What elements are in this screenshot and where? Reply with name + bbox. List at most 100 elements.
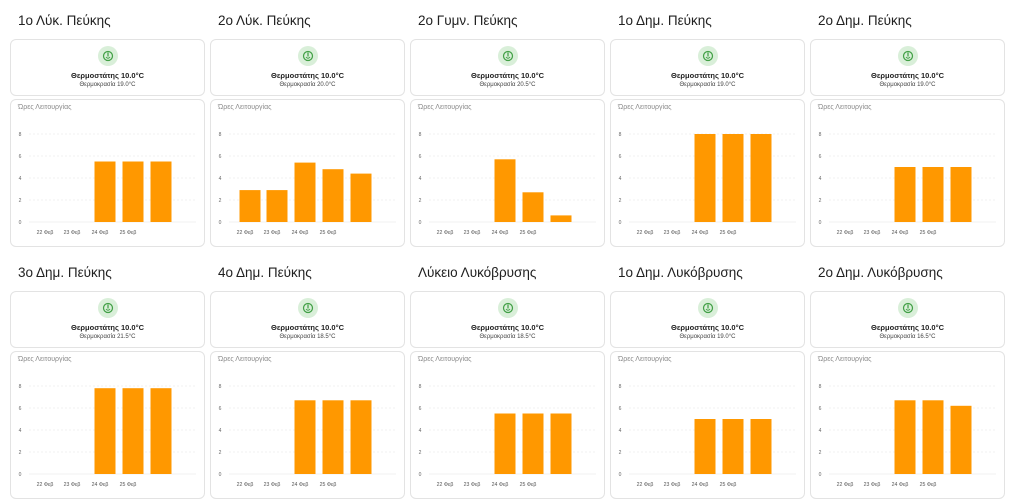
bar[interactable] [522, 413, 544, 475]
bar[interactable] [894, 400, 916, 474]
thermostat-icon[interactable] [897, 298, 918, 318]
bar[interactable] [94, 388, 116, 474]
thermostat-icon[interactable] [497, 46, 518, 66]
x-tick-label: 24 Φεβ [92, 230, 109, 236]
x-tick-label: 25 Φεβ [120, 230, 137, 236]
bar[interactable] [722, 134, 744, 222]
bar[interactable] [894, 167, 916, 222]
thermostat-card[interactable]: Θερμοστάτης 10.0°C Θερμοκρασία 20.5°C [410, 39, 605, 96]
thermostat-card[interactable]: Θερμοστάτης 10.0°C Θερμοκρασία 21.5°C [10, 291, 205, 348]
bar[interactable] [694, 134, 716, 222]
thermostat-icon[interactable] [297, 298, 318, 318]
bar[interactable] [722, 419, 744, 474]
school-panel: 1ο Δημ. Πεύκης Θερμοστάτης 10.0°C Θερμοκρα… [610, 0, 805, 248]
thermostat-card[interactable]: Θερμοστάτης 10.0°C Θερμοκρασία 18.5°C [410, 291, 605, 348]
y-tick-label: 6 [819, 406, 822, 412]
y-tick-label: 4 [619, 176, 622, 182]
x-tick-label: 23 Φεβ [64, 230, 81, 236]
y-tick-label: 6 [19, 406, 22, 412]
thermostat-card[interactable]: Θερμοστάτης 10.0°C Θερμοκρασία 18.5°C [210, 291, 405, 348]
x-tick-label: 25 Φεβ [320, 230, 337, 236]
bar[interactable] [350, 173, 372, 222]
bar[interactable] [522, 192, 544, 222]
bar[interactable] [950, 405, 972, 474]
x-tick-label: 23 Φεβ [264, 482, 281, 488]
bar[interactable] [294, 162, 316, 222]
bar[interactable] [150, 161, 172, 223]
thermostat-setpoint: Θερμοστάτης 10.0°C [670, 323, 744, 332]
x-tick-label: 25 Φεβ [120, 482, 137, 488]
thermostat-card[interactable]: Θερμοστάτης 10.0°C Θερμοκρασία 20.0°C [210, 39, 405, 96]
y-tick-label: 8 [819, 132, 822, 138]
bar[interactable] [294, 400, 316, 474]
x-tick-label: 22 Φεβ [437, 482, 454, 488]
x-tick-label: 24 Φεβ [892, 482, 909, 488]
bar[interactable] [494, 159, 516, 222]
thermostat-icon[interactable] [697, 298, 718, 318]
y-tick-label: 2 [619, 198, 622, 204]
y-tick-label: 4 [819, 176, 822, 182]
y-tick-label: 8 [619, 132, 622, 138]
thermostat-icon[interactable] [97, 46, 118, 66]
bar[interactable] [494, 413, 516, 475]
x-tick-label: 23 Φεβ [464, 230, 481, 236]
bar[interactable] [150, 388, 172, 474]
thermostat-card[interactable]: Θερμοστάτης 10.0°C Θερμοκρασία 19.0°C [610, 39, 805, 96]
y-tick-label: 8 [619, 384, 622, 390]
y-tick-label: 2 [419, 450, 422, 456]
bar[interactable] [122, 161, 144, 223]
y-tick-label: 4 [419, 428, 422, 434]
school-panel: 2ο Λύκ. Πεύκης Θερμοστάτης 10.0°C Θερμοκρα… [210, 0, 405, 248]
bar[interactable] [694, 419, 716, 474]
bar[interactable] [350, 400, 372, 474]
x-tick-label: 22 Φεβ [237, 482, 254, 488]
school-title: 2ο Δημ. Πεύκης [818, 13, 912, 28]
x-tick-label: 24 Φεβ [692, 230, 709, 236]
thermostat-card[interactable]: Θερμοστάτης 10.0°C Θερμοκρασία 19.0°C [10, 39, 205, 96]
bar[interactable] [750, 419, 772, 474]
thermostat-card[interactable]: Θερμοστάτης 10.0°C Θερμοκρασία 19.0°C [810, 39, 1005, 96]
bar[interactable] [239, 190, 261, 222]
y-tick-label: 6 [619, 154, 622, 160]
thermostat-setpoint: Θερμοστάτης 10.0°C [470, 323, 544, 332]
y-tick-label: 4 [219, 428, 222, 434]
bar[interactable] [322, 400, 344, 474]
y-tick-label: 0 [419, 220, 422, 226]
x-tick-label: 25 Φεβ [320, 482, 337, 488]
bar[interactable] [94, 161, 116, 223]
bar[interactable] [550, 413, 572, 475]
current-temperature: Θερμοκρασία 19.0°C [79, 82, 136, 88]
bar[interactable] [266, 190, 288, 222]
x-tick-label: 23 Φεβ [664, 482, 681, 488]
operating-hours-chart: Ώρες Λειτουργίας 0 2 4 6 8 22 Φεβ 23 Φεβ 24 Φεβ 2… [610, 351, 805, 499]
y-tick-label: 2 [19, 450, 22, 456]
bar[interactable] [750, 134, 772, 222]
current-temperature: Θερμοκρασία 18.5°C [479, 334, 536, 340]
chart-title: Ώρες Λειτουργίας [618, 104, 672, 111]
thermostat-icon[interactable] [97, 298, 118, 318]
bar[interactable] [122, 388, 144, 474]
bar[interactable] [922, 167, 944, 222]
thermostat-icon[interactable] [697, 46, 718, 66]
y-tick-label: 6 [419, 154, 422, 160]
school-title: 3ο Δημ. Πεύκης [18, 265, 112, 280]
bar[interactable] [322, 169, 344, 222]
thermostat-card[interactable]: Θερμοστάτης 10.0°C Θερμοκρασία 16.5°C [810, 291, 1005, 348]
bar[interactable] [550, 215, 572, 222]
school-panel: 1ο Λύκ. Πεύκης Θερμοστάτης 10.0°C Θερμοκρα… [10, 0, 205, 248]
y-tick-label: 8 [419, 384, 422, 390]
school-panel: 2ο Δημ. Λυκόβρυσης Θερμοστάτης 10.0°C Θερμ… [810, 252, 1005, 500]
thermostat-card[interactable]: Θερμοστάτης 10.0°C Θερμοκρασία 19.0°C [610, 291, 805, 348]
thermostat-icon[interactable] [297, 46, 318, 66]
y-tick-label: 6 [619, 406, 622, 412]
thermostat-icon[interactable] [497, 298, 518, 318]
bar[interactable] [922, 400, 944, 474]
y-tick-label: 6 [219, 406, 222, 412]
school-title: 2ο Γυμν. Πεύκης [418, 13, 518, 28]
bar[interactable] [950, 167, 972, 222]
thermostat-setpoint: Θερμοστάτης 10.0°C [670, 71, 744, 80]
x-tick-label: 22 Φεβ [837, 482, 854, 488]
thermostat-icon[interactable] [897, 46, 918, 66]
y-tick-label: 6 [419, 406, 422, 412]
current-temperature: Θερμοκρασία 18.5°C [279, 334, 336, 340]
